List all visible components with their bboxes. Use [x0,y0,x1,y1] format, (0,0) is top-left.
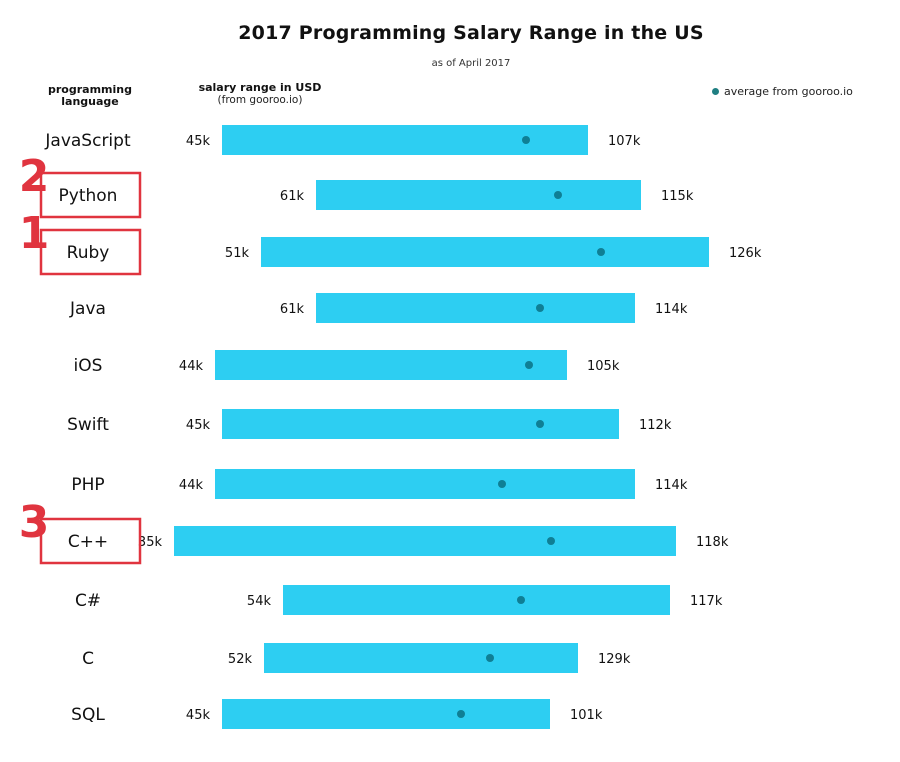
average-dot-javascript [522,136,530,144]
category-label-ruby: Ruby [67,243,110,263]
average-dot-python [554,191,562,199]
category-label-sql: SQL [71,705,105,725]
average-dot-swift [536,420,544,428]
max-label-javascript: 107k [608,134,641,149]
average-dot-php [498,480,506,488]
legend-average-label: average from gooroo.io [724,85,853,98]
rank-number-ruby: 1 [19,208,50,259]
min-label-cplusplus: 35k [138,535,163,550]
bar-php [215,469,635,499]
min-label-javascript: 45k [186,134,211,149]
bar-cplusplus [174,526,676,556]
max-label-swift: 112k [639,418,672,433]
average-dot-ios [525,361,533,369]
min-label-c: 52k [228,652,253,667]
bar-csharp [283,585,670,615]
average-dot-c [486,654,494,662]
chart-legend: average from gooroo.io [712,85,853,98]
legend-average-dot-icon [712,88,719,95]
category-label-swift: Swift [67,415,109,435]
min-label-java: 61k [280,302,305,317]
max-label-csharp: 117k [690,594,723,609]
max-label-c: 129k [598,652,631,667]
max-label-ios: 105k [587,359,620,374]
max-label-sql: 101k [570,708,603,723]
category-label-java: Java [69,299,106,319]
max-label-python: 115k [661,189,694,204]
bar-java [316,293,635,323]
average-dot-cplusplus [547,537,555,545]
language-header-line2: language [61,95,119,108]
min-label-ruby: 51k [225,246,250,261]
highlight-box-cplusplus [39,517,142,565]
bar-swift [222,409,619,439]
bar-sql [222,699,550,729]
min-label-csharp: 54k [247,594,272,609]
min-label-php: 44k [179,478,204,493]
category-label-php: PHP [71,475,104,495]
min-label-python: 61k [280,189,305,204]
category-label-cplusplus: C++ [68,532,108,552]
rank-number-cplusplus: 3 [19,497,50,548]
min-label-sql: 45k [186,708,211,723]
language-header-line1: programming [48,83,132,96]
bar-ios [215,350,567,380]
max-label-java: 114k [655,302,688,317]
salary-header-line2: (from gooroo.io) [217,94,303,106]
max-label-php: 114k [655,478,688,493]
category-label-c: C [82,649,94,669]
average-dot-sql [457,710,465,718]
category-label-csharp: C# [75,591,101,611]
min-label-ios: 44k [179,359,204,374]
highlight-box-python [39,171,142,219]
chart-title: 2017 Programming Salary Range in the US [238,22,704,44]
category-label-python: Python [59,186,118,206]
salary-column-header: salary range in USD (from gooroo.io) [190,81,330,107]
bar-python [316,180,641,210]
average-dot-java [536,304,544,312]
highlight-box-ruby [39,228,142,276]
bar-c [264,643,578,673]
salary-header-line1: salary range in USD [198,81,322,94]
max-label-ruby: 126k [729,246,762,261]
language-column-header: programming language [40,84,140,108]
bar-ruby [261,237,709,267]
average-dot-csharp [517,596,525,604]
rank-number-python: 2 [19,151,50,202]
category-label-javascript: JavaScript [44,131,131,151]
bar-javascript [222,125,588,155]
category-label-ios: iOS [74,356,103,376]
max-label-cplusplus: 118k [696,535,729,550]
average-dot-ruby [597,248,605,256]
chart-subtitle: as of April 2017 [431,58,511,69]
min-label-swift: 45k [186,418,211,433]
